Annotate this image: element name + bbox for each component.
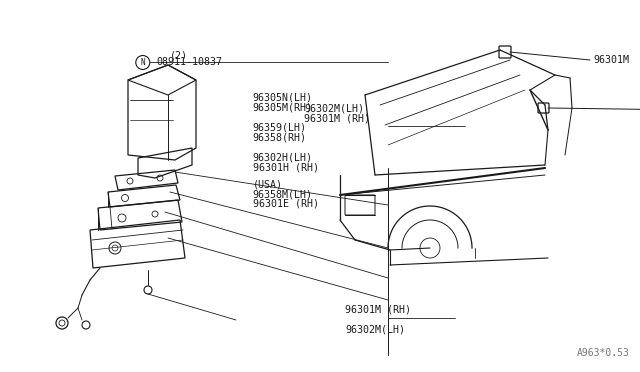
- Text: 96305N(LH): 96305N(LH): [253, 93, 313, 102]
- Text: 96301E (RH): 96301E (RH): [253, 199, 319, 209]
- Text: 96302M(LH): 96302M(LH): [345, 325, 405, 335]
- Text: 96301M (RH): 96301M (RH): [345, 305, 411, 315]
- Text: 96359(LH): 96359(LH): [253, 123, 307, 133]
- Text: 96302M(LH): 96302M(LH): [304, 104, 364, 114]
- Text: 96305M(RH): 96305M(RH): [253, 102, 313, 112]
- Text: 96358(RH): 96358(RH): [253, 133, 307, 142]
- Text: 96301M: 96301M: [593, 55, 629, 65]
- Text: 96301M (RH): 96301M (RH): [304, 113, 370, 123]
- Text: (USA): (USA): [253, 180, 283, 189]
- Text: (2): (2): [170, 50, 188, 60]
- Text: 96301H (RH): 96301H (RH): [253, 163, 319, 172]
- Text: 96302H(LH): 96302H(LH): [253, 153, 313, 163]
- Text: N: N: [141, 58, 145, 67]
- Text: A963*0.53: A963*0.53: [577, 348, 630, 358]
- Text: 96358M(LH): 96358M(LH): [253, 189, 313, 199]
- Text: 08911-10837: 08911-10837: [157, 58, 223, 67]
